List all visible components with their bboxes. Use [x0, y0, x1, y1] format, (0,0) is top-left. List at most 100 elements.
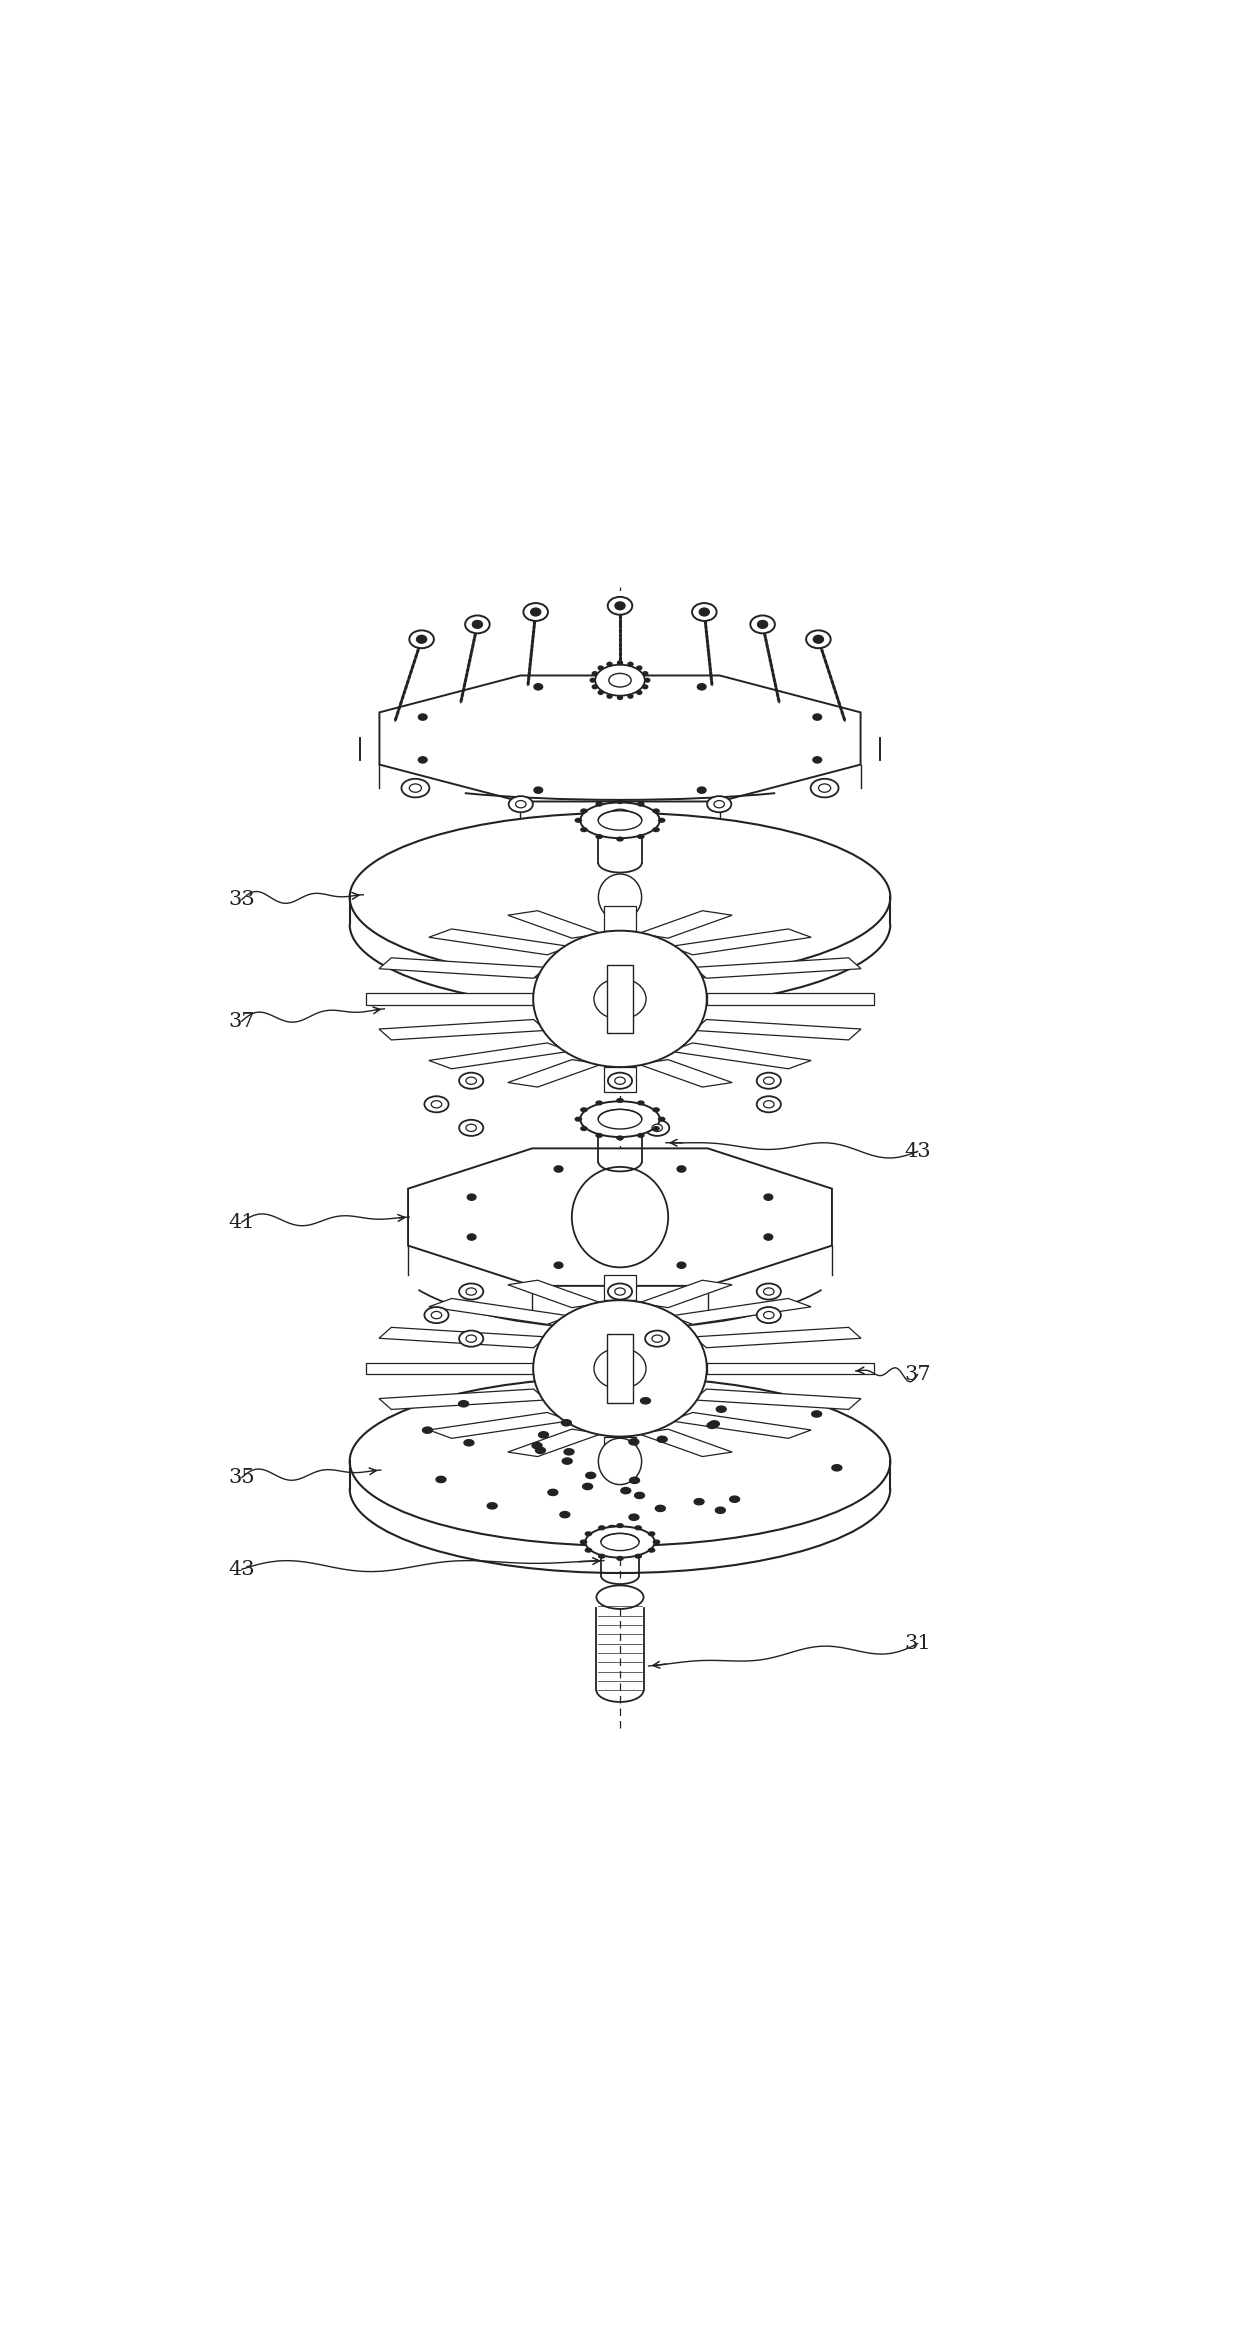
Ellipse shape — [618, 1135, 624, 1140]
Ellipse shape — [715, 1507, 725, 1514]
Ellipse shape — [806, 629, 831, 648]
Ellipse shape — [621, 1488, 631, 1493]
Ellipse shape — [580, 1126, 587, 1130]
Ellipse shape — [533, 1301, 707, 1437]
Polygon shape — [366, 992, 533, 1004]
Ellipse shape — [697, 683, 706, 690]
Ellipse shape — [818, 784, 831, 793]
Ellipse shape — [596, 803, 603, 805]
Ellipse shape — [832, 1465, 842, 1472]
Polygon shape — [508, 1280, 601, 1308]
Ellipse shape — [585, 1533, 591, 1535]
Ellipse shape — [562, 1420, 572, 1425]
Ellipse shape — [615, 601, 625, 611]
Ellipse shape — [653, 828, 660, 831]
Ellipse shape — [418, 714, 427, 721]
Polygon shape — [694, 1390, 861, 1409]
Ellipse shape — [608, 1526, 618, 1533]
Ellipse shape — [677, 1165, 686, 1172]
Polygon shape — [639, 1060, 732, 1088]
Ellipse shape — [599, 1526, 605, 1530]
Polygon shape — [639, 1430, 732, 1455]
Polygon shape — [508, 1060, 601, 1088]
Polygon shape — [508, 910, 601, 938]
Polygon shape — [604, 906, 636, 931]
Ellipse shape — [598, 690, 603, 695]
Ellipse shape — [436, 1477, 446, 1484]
Ellipse shape — [409, 629, 434, 648]
Ellipse shape — [813, 756, 822, 763]
Ellipse shape — [709, 1420, 719, 1427]
Ellipse shape — [764, 1076, 774, 1083]
Ellipse shape — [615, 1076, 625, 1083]
Text: 41: 41 — [228, 1212, 255, 1231]
Ellipse shape — [466, 1076, 476, 1083]
Ellipse shape — [593, 686, 598, 688]
Ellipse shape — [608, 597, 632, 615]
Ellipse shape — [594, 1348, 646, 1390]
Text: 35: 35 — [228, 1467, 255, 1486]
Ellipse shape — [466, 1336, 476, 1343]
Polygon shape — [604, 1275, 636, 1301]
Polygon shape — [639, 910, 732, 938]
Ellipse shape — [523, 604, 548, 620]
Polygon shape — [604, 1067, 636, 1093]
Ellipse shape — [812, 1411, 822, 1418]
Ellipse shape — [531, 608, 541, 615]
Ellipse shape — [572, 1168, 668, 1268]
Ellipse shape — [575, 819, 582, 821]
Ellipse shape — [653, 810, 660, 812]
Ellipse shape — [630, 1477, 640, 1484]
Ellipse shape — [652, 1336, 662, 1343]
Ellipse shape — [585, 1549, 591, 1551]
Text: 33: 33 — [228, 889, 255, 910]
Ellipse shape — [618, 1556, 624, 1561]
Ellipse shape — [629, 1514, 639, 1521]
Ellipse shape — [756, 1308, 781, 1322]
Ellipse shape — [637, 803, 644, 805]
Polygon shape — [429, 1299, 570, 1324]
Ellipse shape — [609, 674, 631, 688]
Ellipse shape — [714, 800, 724, 807]
Ellipse shape — [645, 679, 650, 681]
Ellipse shape — [596, 835, 603, 838]
Ellipse shape — [618, 1523, 624, 1528]
Ellipse shape — [645, 1121, 670, 1135]
Ellipse shape — [608, 695, 613, 697]
Ellipse shape — [618, 695, 622, 700]
Polygon shape — [694, 1327, 861, 1348]
Ellipse shape — [580, 803, 660, 838]
Ellipse shape — [424, 1308, 449, 1322]
Ellipse shape — [756, 1282, 781, 1299]
Ellipse shape — [635, 1526, 641, 1530]
Ellipse shape — [657, 1437, 667, 1441]
Ellipse shape — [464, 1439, 474, 1446]
Ellipse shape — [707, 1423, 717, 1427]
Ellipse shape — [459, 1331, 484, 1348]
Ellipse shape — [516, 800, 526, 807]
Ellipse shape — [641, 1397, 651, 1404]
Ellipse shape — [472, 620, 482, 629]
Ellipse shape — [554, 1165, 563, 1172]
Ellipse shape — [756, 1072, 781, 1088]
Ellipse shape — [637, 690, 642, 695]
Ellipse shape — [538, 1432, 548, 1437]
Ellipse shape — [585, 1526, 655, 1558]
Ellipse shape — [596, 1133, 603, 1137]
Ellipse shape — [580, 1102, 660, 1137]
Ellipse shape — [658, 819, 665, 821]
Ellipse shape — [692, 604, 717, 620]
Ellipse shape — [423, 1427, 433, 1434]
Ellipse shape — [459, 1282, 484, 1299]
Ellipse shape — [575, 1116, 582, 1121]
Ellipse shape — [649, 1533, 655, 1535]
Text: 43: 43 — [904, 1142, 931, 1161]
Ellipse shape — [645, 1331, 670, 1348]
Ellipse shape — [459, 1121, 484, 1135]
Ellipse shape — [580, 828, 587, 831]
Ellipse shape — [635, 1493, 645, 1498]
Ellipse shape — [599, 875, 641, 920]
Ellipse shape — [432, 1310, 441, 1320]
Ellipse shape — [618, 660, 622, 665]
Ellipse shape — [590, 679, 595, 681]
